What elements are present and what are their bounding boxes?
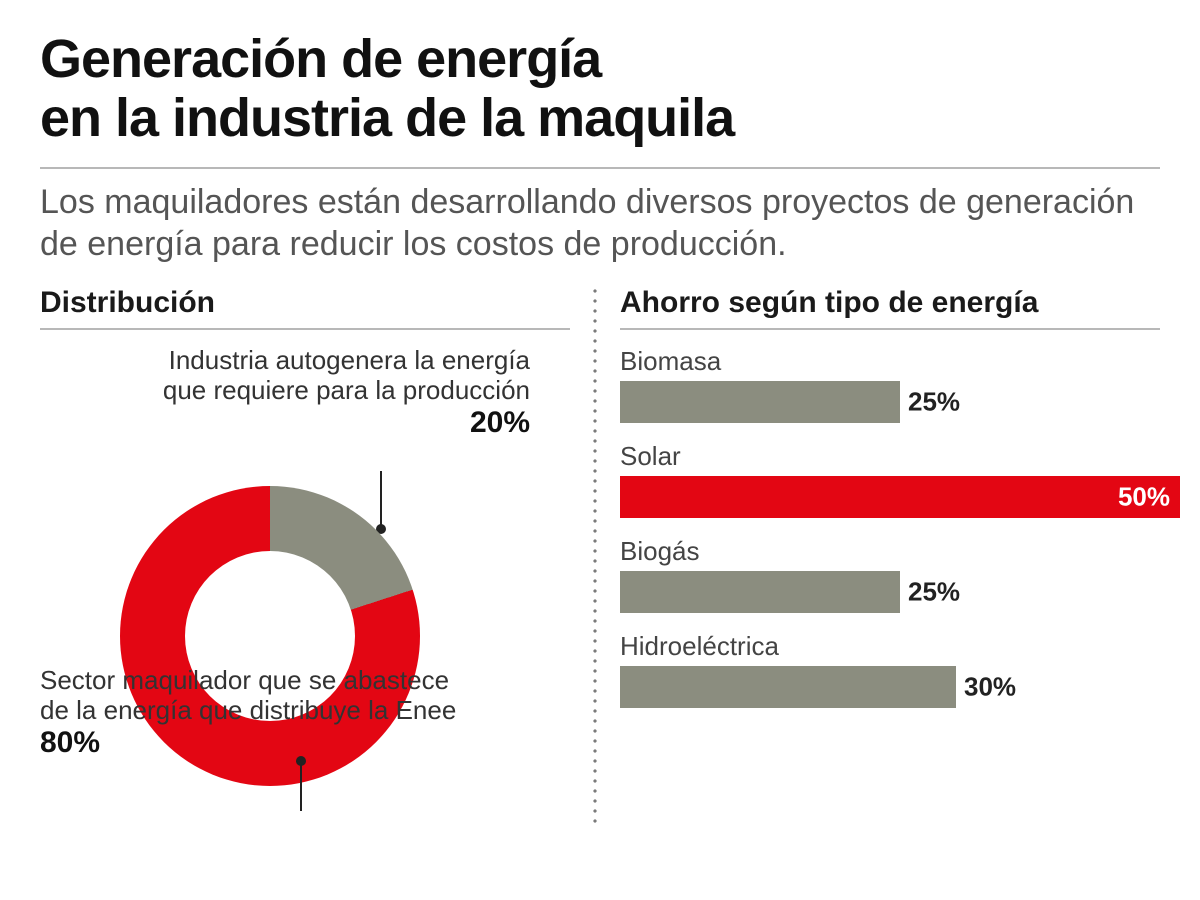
bar-fill xyxy=(620,666,956,708)
bar-item: Hidroeléctrica 30% xyxy=(620,631,1160,708)
bar-row: 50% xyxy=(620,476,1160,518)
distribution-rule xyxy=(40,328,570,330)
bar-row: 25% xyxy=(620,571,1160,613)
bar-value: 30% xyxy=(964,671,1016,702)
bar-item: Biomasa 25% xyxy=(620,346,1160,423)
distribution-panel: Distribución Industria autogenera la ene… xyxy=(40,286,570,826)
bar-row: 25% xyxy=(620,381,1160,423)
page-title: Generación de energía en la industria de… xyxy=(40,30,1160,167)
title-line-2: en la industria de la maquila xyxy=(40,88,734,148)
donut-label-autogenerate-text: Industria autogenera la energía que requ… xyxy=(163,345,530,405)
bar-value: 25% xyxy=(908,576,960,607)
donut-label-enee: Sector maquilador que se abastece de la … xyxy=(40,666,460,760)
bar-label: Biogás xyxy=(620,536,1160,567)
bar-fill xyxy=(620,571,900,613)
distribution-heading: Distribución xyxy=(40,286,570,328)
subtitle: Los maquiladores están desarrollando div… xyxy=(40,181,1160,286)
donut-label-enee-pct: 80% xyxy=(40,726,100,759)
title-line-1: Generación de energía xyxy=(40,29,601,89)
bar-fill xyxy=(620,381,900,423)
bar-label: Biomasa xyxy=(620,346,1160,377)
columns: Distribución Industria autogenera la ene… xyxy=(40,286,1160,826)
savings-rule xyxy=(620,328,1160,330)
donut-label-autogenerate-pct: 20% xyxy=(470,406,530,439)
title-rule xyxy=(40,167,1160,169)
donut-chart: Industria autogenera la energía que requ… xyxy=(40,346,570,826)
bar-item: Solar 50% xyxy=(620,441,1160,518)
savings-panel: Ahorro según tipo de energía Biomasa 25% S… xyxy=(620,286,1160,826)
savings-heading: Ahorro según tipo de energía xyxy=(620,286,1160,328)
bar-value: 25% xyxy=(908,386,960,417)
bar-value: 50% xyxy=(1118,481,1170,512)
donut-label-autogenerate: Industria autogenera la energía que requ… xyxy=(150,346,530,440)
bar-label: Solar xyxy=(620,441,1160,472)
vertical-dotted-divider xyxy=(592,286,598,826)
leader-line xyxy=(300,761,302,811)
donut-label-enee-text: Sector maquilador que se abastece de la … xyxy=(40,665,456,725)
bar-label: Hidroeléctrica xyxy=(620,631,1160,662)
bar-fill: 50% xyxy=(620,476,1180,518)
bar-item: Biogás 25% xyxy=(620,536,1160,613)
bar-row: 30% xyxy=(620,666,1160,708)
bar-chart: Biomasa 25% Solar 50% Biogás 25% Hidroeléctric… xyxy=(620,346,1160,708)
